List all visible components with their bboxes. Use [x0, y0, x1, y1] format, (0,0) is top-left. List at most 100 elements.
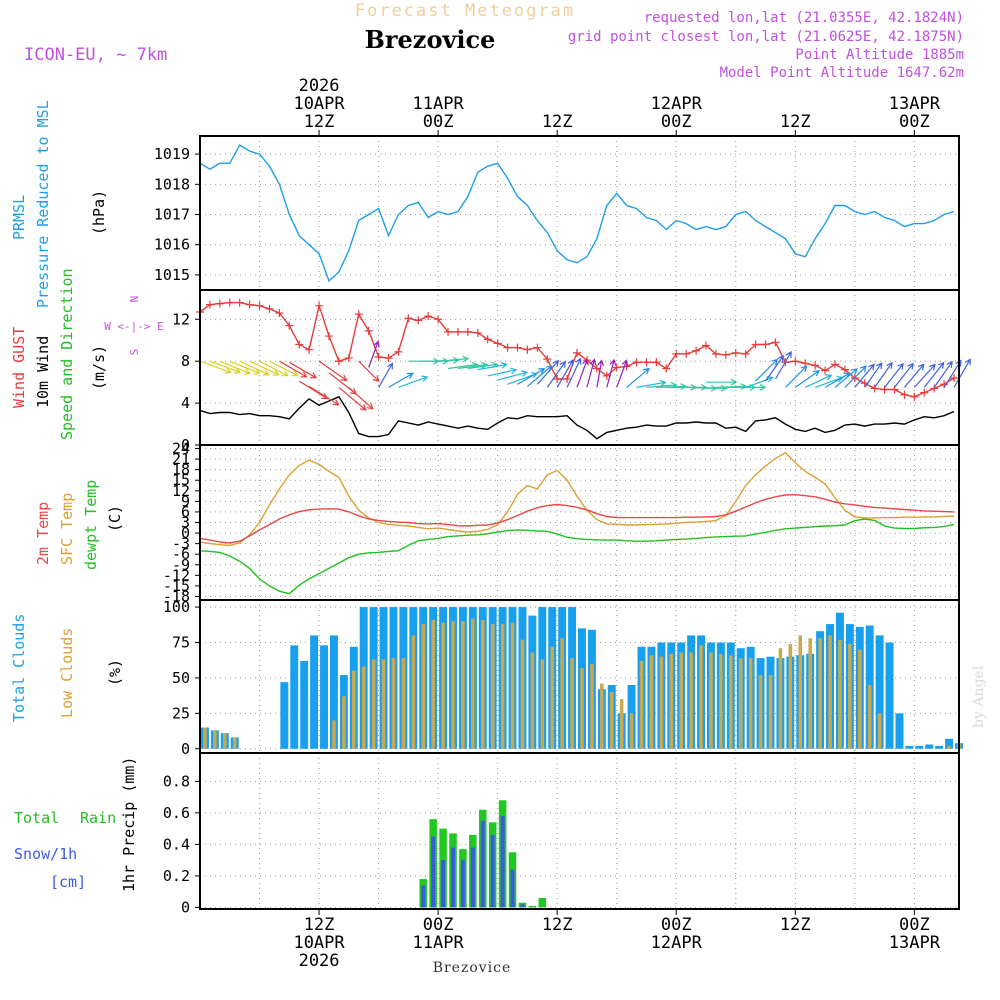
requested-coords: requested lon,lat (21.0355E, 42.1824N): [644, 10, 964, 26]
pressure-y-axis: 1015 1016 1017 1018 1019: [154, 145, 200, 284]
cloud-low-bar: [619, 699, 624, 749]
y-tick-label: 0: [181, 740, 190, 758]
cloud-low-bar: [461, 621, 465, 749]
y-tick-label: 0: [181, 524, 190, 542]
cloud-low-bar: [699, 645, 703, 749]
pressure-frame: [199, 135, 960, 291]
rain-bar: [538, 897, 547, 908]
gust-marker: [364, 326, 373, 335]
gridpoint-coords: grid point closest lon,lat (21.0625E, 42…: [568, 29, 964, 45]
gust-marker: [315, 301, 324, 310]
cloud-low-bar: [719, 653, 723, 749]
time-label: 00Z: [899, 112, 930, 132]
wind-direction-arrow: [318, 360, 348, 382]
y-tick-label: -12: [163, 566, 190, 584]
time-label: 12Z: [304, 112, 335, 132]
clouds-y-axis: 0 25 50 75 100: [163, 598, 200, 758]
rain-label: Rain: [80, 809, 116, 827]
dewpt-label: dewpt Temp: [82, 480, 100, 570]
cloud-low-bar: [431, 619, 435, 749]
wind-direction-arrow: [706, 378, 738, 386]
time-label: 00Z: [661, 112, 692, 132]
cloud-low-bar: [391, 658, 396, 749]
time-label: 11APR: [413, 94, 465, 114]
wind-direction-arrow: [636, 379, 667, 388]
cloud-low-bar: [947, 745, 951, 749]
gust-marker: [384, 354, 393, 363]
gust-marker: [900, 390, 909, 399]
gust-marker: [235, 298, 244, 307]
cloud-low-bar: [609, 692, 614, 749]
wind-direction-arrow: [438, 355, 470, 363]
cloud-low-bar: [808, 638, 812, 749]
cloud-low-bar: [778, 648, 783, 749]
gust-marker: [225, 298, 234, 307]
y-tick-label: 1015: [154, 266, 190, 284]
gust-marker: [761, 340, 770, 349]
snow-bar: [480, 820, 485, 908]
cloud-low-bar: [580, 668, 584, 749]
gust-marker: [444, 327, 453, 336]
y-tick-label: -9: [172, 556, 190, 574]
wind-direction-arrow: [874, 361, 893, 388]
wind-direction-arrow: [913, 363, 936, 388]
precip-labels: Total Rain Snow/1h [cm] 1hr Precip (mm): [14, 757, 138, 892]
wind-direction-arrow: [219, 360, 251, 375]
snow-bar: [431, 836, 436, 908]
gust-marker: [404, 314, 413, 323]
gust-marker: [463, 327, 472, 336]
gust-marker: [652, 358, 661, 367]
y-tick-label: -15: [163, 577, 190, 595]
wind-direction-arrow: [388, 372, 414, 388]
wind10m-label: 10m Wind: [34, 336, 52, 408]
precip-unit-label: 1hr Precip (mm): [120, 757, 138, 892]
cloud-low-bar: [401, 658, 406, 749]
gust-marker: [721, 350, 730, 359]
clouds-grid: [200, 600, 959, 753]
gust-marker: [344, 354, 353, 363]
cloud-total-bar: [925, 744, 934, 749]
y-tick-label: 1019: [154, 145, 190, 163]
wind-direction-arrow: [279, 360, 308, 378]
cloud-low-bar: [629, 713, 634, 749]
speed-direction-label: Speed and Direction: [58, 268, 76, 440]
total-clouds-label: Total Clouds: [10, 614, 28, 722]
wind-direction-arrow: [239, 360, 270, 376]
time-label: 2026: [299, 76, 340, 96]
gust-marker: [523, 345, 532, 354]
gust-marker: [473, 328, 482, 337]
cloud-low-bar: [232, 737, 237, 749]
gust-marker: [642, 358, 651, 367]
snow-bar: [460, 860, 465, 908]
panel-pressure: 1015 1016 1017 1018 1019: [154, 135, 960, 291]
gust-marker: [930, 384, 939, 393]
wind-direction-arrow: [784, 365, 808, 388]
prmsl-label: PRMSL: [10, 195, 28, 240]
wind-direction-arrow: [735, 383, 767, 391]
wind-direction-arrow: [596, 359, 605, 388]
cloud-total-bar: [329, 635, 338, 749]
wind-direction-arrow: [844, 365, 867, 388]
gust-marker: [414, 316, 423, 325]
cloud-low-bar: [451, 621, 455, 749]
y-tick-label: 4: [181, 394, 190, 412]
cloud-low-bar: [500, 624, 505, 749]
gust-marker: [434, 315, 443, 324]
time-label: 13APR: [889, 933, 941, 953]
temp-unit-label: (C): [106, 505, 124, 532]
wind-unit-label: (m/s): [90, 345, 108, 390]
y-tick-label: -3: [172, 535, 190, 553]
cloud-low-bar: [490, 624, 495, 749]
gust-marker: [811, 361, 820, 370]
gust-marker: [662, 364, 671, 373]
cloud-low-bar: [510, 622, 515, 749]
y-tick-label: 50: [172, 669, 190, 687]
model-altitude: Model Point Altitude 1647.62m: [720, 65, 964, 81]
cloud-low-bar: [768, 675, 773, 749]
cloud-low-bar: [877, 713, 882, 749]
time-label: 12Z: [304, 915, 335, 935]
cloud-total-bar: [300, 660, 309, 749]
